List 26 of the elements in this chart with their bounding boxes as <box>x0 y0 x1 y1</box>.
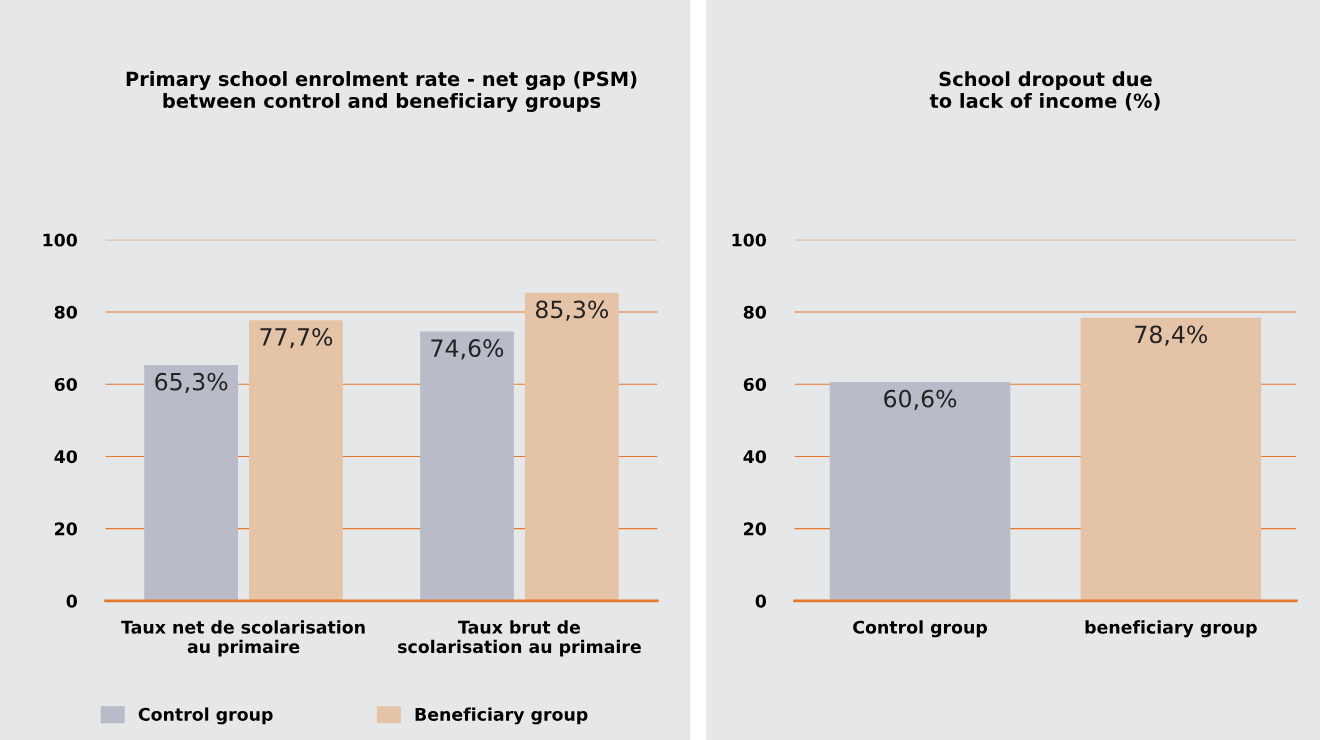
data-label: 85,3% <box>535 300 609 321</box>
chart-title: Primary school enrolment rate - net gap (PSM) between control and beneficiary groups <box>126 71 637 113</box>
y-tick-label: 20 <box>55 522 77 536</box>
legend-label: Beneficiary group <box>415 707 588 725</box>
chart-title: School dropout due to lack of income (%) <box>929 71 1160 111</box>
y-tick-label: 0 <box>755 594 767 608</box>
data-label: 77,7% <box>260 327 333 349</box>
data-label: 65,3% <box>155 372 228 393</box>
y-tick-label: 0 <box>66 594 77 608</box>
y-tick-label: 60 <box>54 377 77 392</box>
data-label: 78,4% <box>1135 325 1208 346</box>
y-tick-label: 60 <box>743 377 767 392</box>
x-tick-label: Taux net de scolarisation au primaire <box>121 620 365 657</box>
data-label: 60,6% <box>884 389 957 410</box>
y-tick-label: 40 <box>743 450 767 464</box>
x-tick-label: Taux brut de scolarisation au primaire <box>398 620 641 657</box>
x-tick-label: beneficiary group <box>1085 620 1257 638</box>
data-label: 74,6% <box>431 339 504 360</box>
y-tick-label: 40 <box>54 450 77 464</box>
y-tick-label: 100 <box>732 233 767 247</box>
y-tick-label: 20 <box>744 522 767 536</box>
y-tick-label: 80 <box>54 305 77 319</box>
legend-label: Control group <box>138 707 273 725</box>
x-tick-label: Control group <box>853 620 988 638</box>
y-tick-label: 100 <box>43 233 77 247</box>
y-tick-label: 80 <box>743 305 767 319</box>
